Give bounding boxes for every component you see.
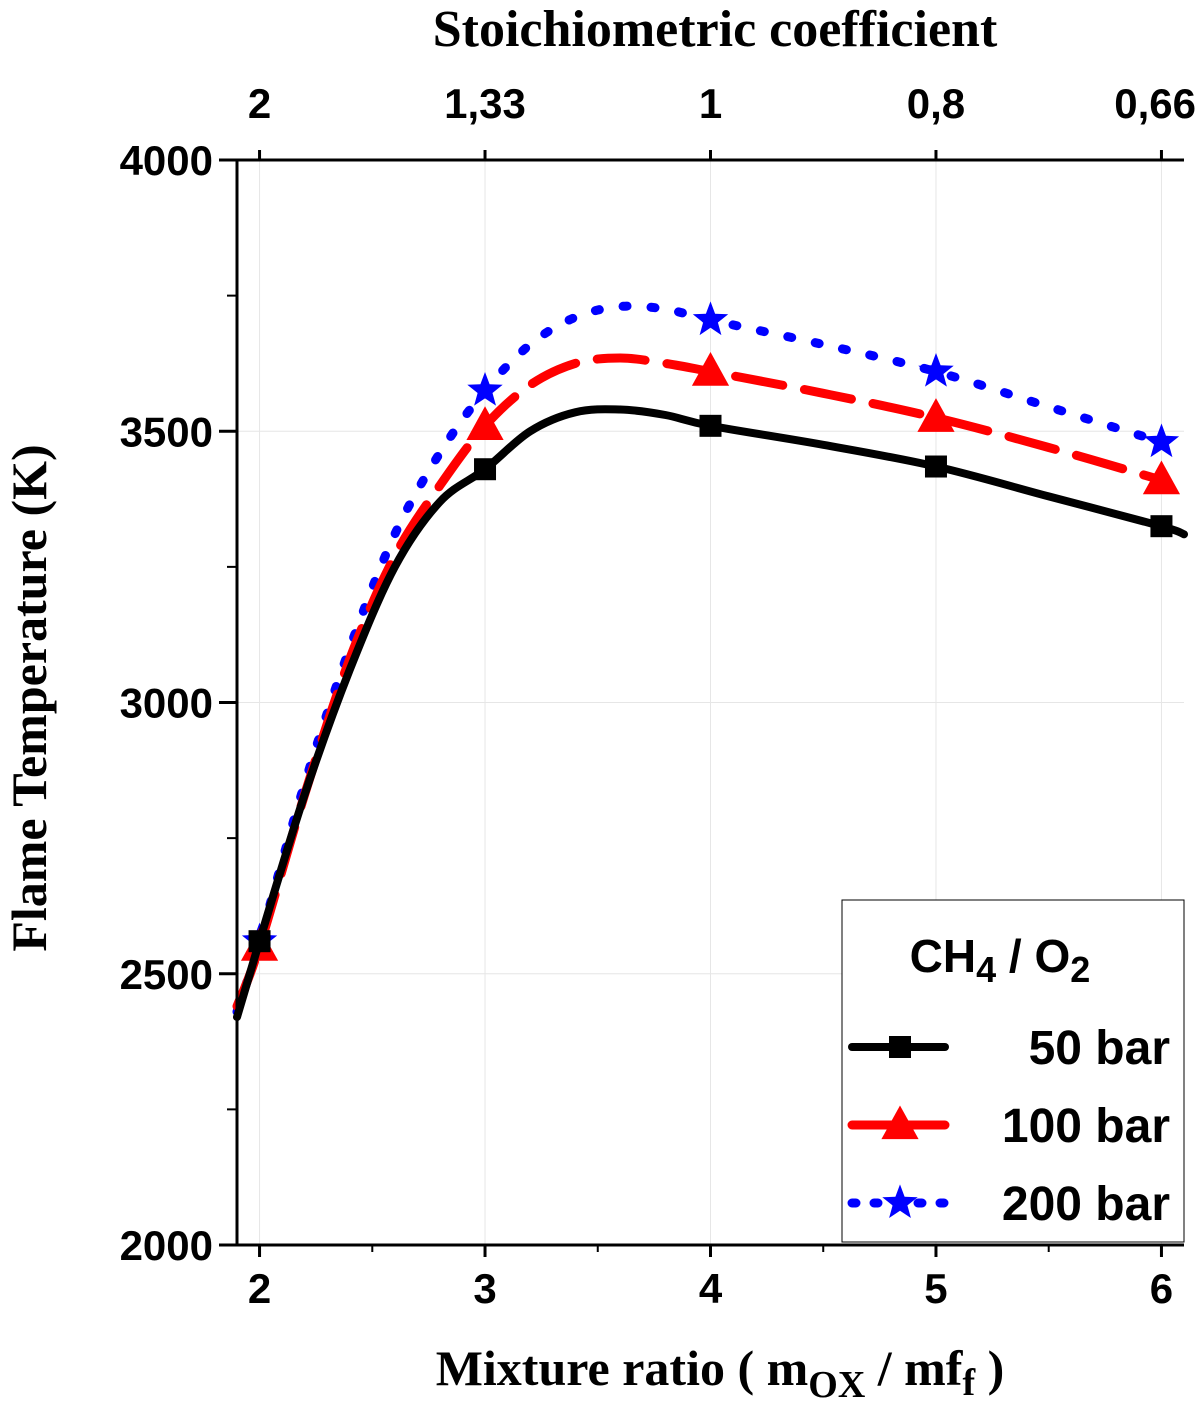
x-tick-label: 6 xyxy=(1150,1265,1173,1312)
top-tick-label: 0,66 xyxy=(1114,80,1196,127)
data-point-marker xyxy=(924,455,947,478)
legend-title: CH4 / O2 xyxy=(910,930,1091,990)
x-axis-title-subscript-f: f xyxy=(962,1362,976,1404)
y-axis-title: Flame Temperature (K) xyxy=(1,444,57,951)
data-point-marker xyxy=(1150,515,1173,538)
data-point-marker xyxy=(692,301,729,336)
y-tick-label: 2000 xyxy=(120,1222,213,1269)
legend-entry: 200 bar xyxy=(847,1178,1170,1231)
legend-title-ch: CH xyxy=(910,930,976,982)
data-point-marker xyxy=(917,398,955,432)
x-axis-title: Mixture ratio ( mOX / mff ) xyxy=(436,1340,1005,1406)
legend-entries: 50 bar 100 bar 200 bar xyxy=(847,1022,1170,1231)
data-point-marker xyxy=(467,372,503,406)
x-axis-title-mid: / mf xyxy=(865,1340,964,1396)
series-line xyxy=(232,353,1166,1011)
y-tick-label: 3000 xyxy=(120,680,213,727)
legend: CH4 / O2 50 bar 100 bar 200 bar xyxy=(841,899,1185,1243)
data-point-marker xyxy=(918,353,954,387)
top-tick-label: 2 xyxy=(248,80,271,127)
legend-label: 200 bar xyxy=(1002,1178,1170,1231)
legend-box xyxy=(841,899,1185,1243)
x-axis-title-main: Mixture ratio ( m xyxy=(436,1340,809,1396)
x-tick-label: 2 xyxy=(248,1265,271,1312)
x-axis-title-end: ) xyxy=(975,1340,1004,1396)
series-100-bar xyxy=(232,352,1181,1011)
legend-marker xyxy=(889,1036,911,1058)
y-tick-label: 4000 xyxy=(120,137,213,184)
series-50-bar xyxy=(233,405,1188,1022)
data-point-marker xyxy=(466,406,504,440)
y-tick-label: 3500 xyxy=(120,408,213,455)
legend-title-slash: / O xyxy=(996,930,1070,982)
legend-entry: 100 bar xyxy=(847,1100,1170,1153)
axes: 2 3 4 5 6 2000 2500 3000 3500 4000 2 1,33 1 0,8 0,66 xyxy=(120,80,1196,1312)
top-tick-label: 1,33 xyxy=(444,80,526,127)
y-tick-label: 2500 xyxy=(120,951,213,998)
legend-label: 100 bar xyxy=(1002,1100,1170,1153)
x-tick-label: 5 xyxy=(924,1265,947,1312)
frame xyxy=(235,158,1184,1247)
data-point-marker xyxy=(1142,460,1181,495)
top-tick-label: 1 xyxy=(699,80,722,127)
legend-title-sub2: 2 xyxy=(1070,949,1090,990)
top-tick-label: 0,8 xyxy=(907,80,965,127)
legend-entry: 50 bar xyxy=(848,1022,1170,1075)
top-axis-title: Stoichiometric coefficient xyxy=(433,1,998,58)
legend-marker xyxy=(881,1105,919,1140)
legend-marker xyxy=(882,1184,918,1218)
x-axis-title-subscript: OX xyxy=(808,1364,865,1406)
data-point-marker xyxy=(474,458,497,481)
x-tick-label: 4 xyxy=(699,1265,723,1312)
data-point-marker xyxy=(691,352,730,386)
legend-title-sub4: 4 xyxy=(976,949,996,990)
data-point-marker xyxy=(1143,423,1180,458)
series-layer xyxy=(232,301,1188,1022)
legend-label: 50 bar xyxy=(1029,1022,1170,1075)
x-tick-label: 3 xyxy=(473,1265,496,1312)
series-line xyxy=(233,405,1188,1022)
data-point-marker xyxy=(699,414,722,437)
data-point-marker xyxy=(248,930,271,953)
